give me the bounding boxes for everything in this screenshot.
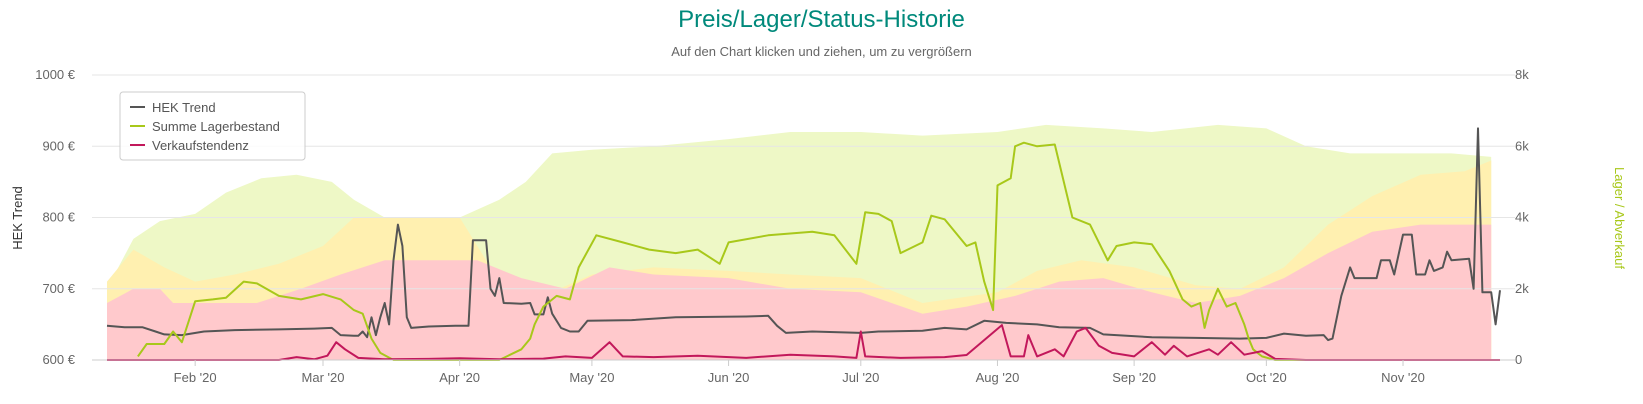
legend-label-verkaufstendenz: Verkaufstendenz — [152, 138, 249, 153]
y-right-tick-label: 8k — [1515, 67, 1529, 82]
x-tick-label: Oct '20 — [1246, 370, 1287, 385]
y-axis-right-title: Lager / Abverkauf — [1612, 167, 1627, 269]
x-tick-label: Feb '20 — [174, 370, 217, 385]
y-left-tick-label: 700 € — [42, 281, 75, 296]
y-left-tick-label: 600 € — [42, 352, 75, 367]
series-line-summe-lagerbestand[interactable] — [137, 141, 1306, 361]
x-tick-label: Jun '20 — [708, 370, 750, 385]
series-line-verkaufstendenz[interactable] — [107, 324, 1500, 361]
chart-title: Preis/Lager/Status-Historie — [678, 6, 965, 33]
x-tick-label: Sep '20 — [1112, 370, 1156, 385]
y-right-tick-label: 4k — [1515, 210, 1529, 225]
x-tick-label: May '20 — [569, 370, 614, 385]
y-left-tick-label: 900 € — [42, 138, 75, 153]
y-right-tick-label: 6k — [1515, 138, 1529, 153]
y-right-tick-label: 0 — [1515, 352, 1522, 367]
legend-item-hek-trend[interactable]: HEK Trend — [130, 100, 216, 115]
legend-item-summe-lagerbestand[interactable]: Summe Lagerbestand — [130, 119, 280, 134]
x-tick-label: Nov '20 — [1381, 370, 1425, 385]
y-left-tick-label: 1000 € — [35, 67, 76, 82]
background-bands — [107, 124, 1492, 361]
legend-label-hek-trend: HEK Trend — [152, 100, 216, 115]
x-tick-label: Mar '20 — [302, 370, 345, 385]
legend[interactable]: HEK Trend Summe Lagerbestand Verkaufsten… — [119, 91, 306, 161]
series-line-hek-trend[interactable] — [106, 127, 1501, 342]
x-tick-label: Apr '20 — [439, 370, 480, 385]
chart-subtitle: Auf den Chart klicken und ziehen, um zu … — [671, 44, 972, 59]
x-tick-label: Jul '20 — [842, 370, 879, 385]
y-right-tick-label: 2k — [1515, 281, 1529, 296]
legend-label-summe-lagerbestand: Summe Lagerbestand — [152, 119, 280, 134]
x-tick-label: Aug '20 — [976, 370, 1020, 385]
legend-item-verkaufstendenz[interactable]: Verkaufstendenz — [130, 138, 249, 153]
grid-lines — [92, 74, 1515, 290]
legend-box — [119, 91, 306, 161]
axes: 600 € 0 700 € 2k 800 € 4k 900 € 6k 1000 € 8k Feb '… — [35, 67, 1529, 385]
y-axis-left-title: HEK Trend — [10, 186, 25, 250]
y-left-tick-label: 800 € — [42, 210, 75, 225]
series-lines — [106, 127, 1501, 361]
